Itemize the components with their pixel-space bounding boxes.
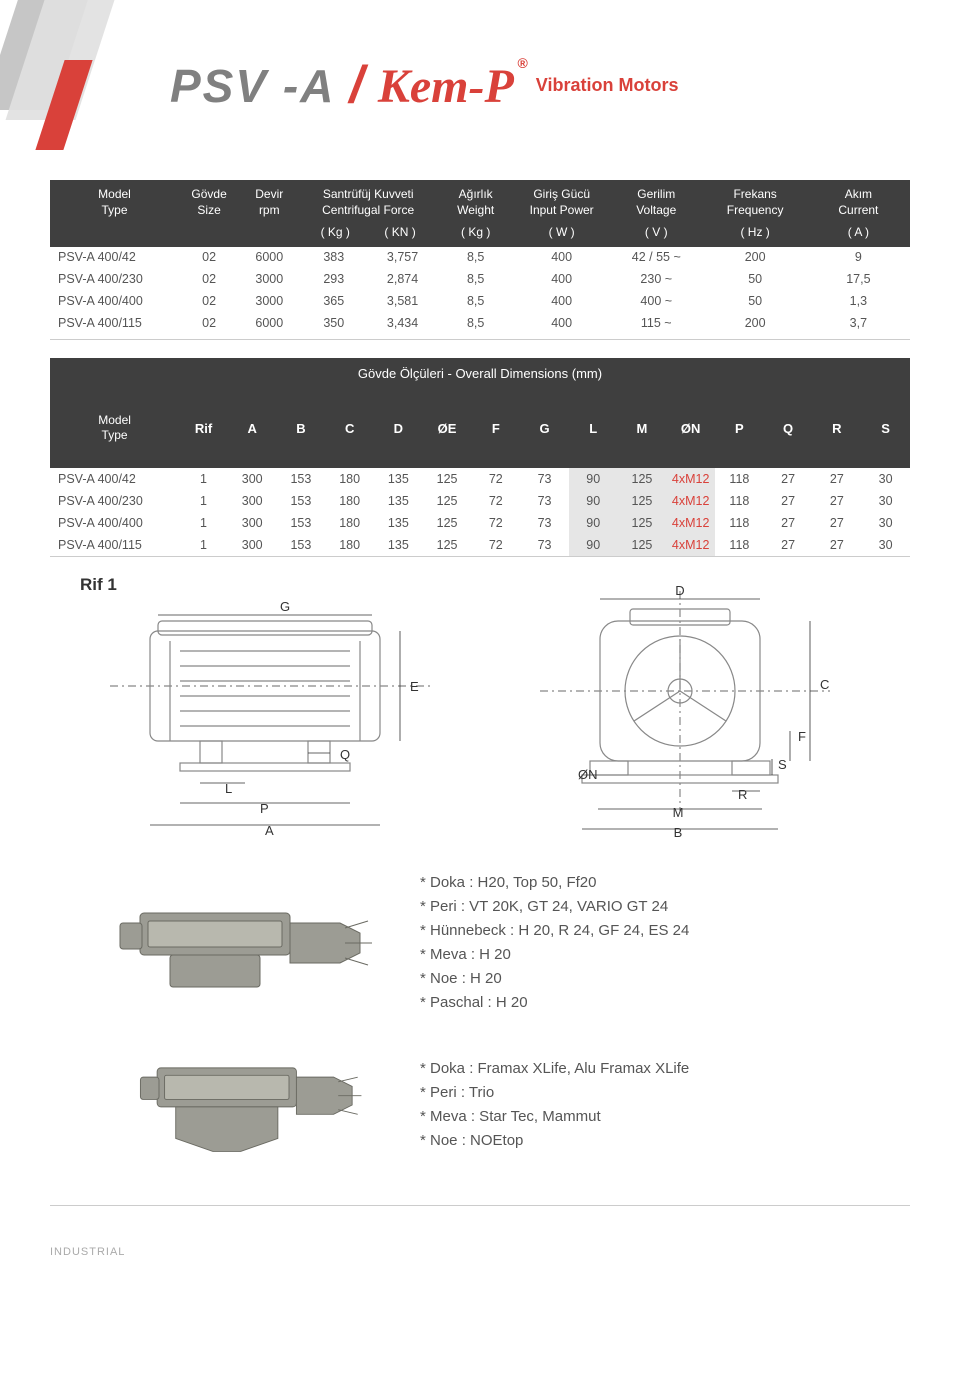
compat-line: * Noe : NOEtop bbox=[420, 1129, 689, 1153]
compat-block-1: * Doka : H20, Top 50, Ff20* Peri : VT 20… bbox=[50, 871, 910, 1015]
product-photo-1 bbox=[110, 873, 390, 1013]
table-row: PSV-A 400/2300230002932,8748,5400230 ~50… bbox=[50, 268, 910, 290]
th-current: AkımCurrent( A ) bbox=[807, 180, 910, 247]
th-model: ModelType bbox=[50, 180, 179, 247]
corner-decoration bbox=[0, 0, 160, 160]
footer-text: INDUSTRIAL bbox=[50, 1246, 910, 1258]
th-size: GövdeSize bbox=[179, 180, 239, 247]
th-weight: AğırlıkWeight( Kg ) bbox=[437, 180, 514, 247]
drawing-front-view: D C F S ØN R M B bbox=[500, 581, 880, 841]
th-freq: FrekansFrequency( Hz ) bbox=[704, 180, 807, 247]
compat-line: * Meva : Star Tec, Mammut bbox=[420, 1105, 689, 1129]
psva-logo: PSV -A bbox=[170, 59, 335, 113]
table-row: PSV-A 400/1150260003503,4348,5400115 ~20… bbox=[50, 312, 910, 334]
dim-R: R bbox=[738, 787, 747, 802]
table-row: PSV-A 400/11513001531801351257273901254x… bbox=[50, 534, 910, 556]
th-voltage: GerilimVoltage( V ) bbox=[609, 180, 704, 247]
compat-list-1: * Doka : H20, Top 50, Ff20* Peri : VT 20… bbox=[420, 871, 689, 1015]
compat-line: * Paschal : H 20 bbox=[420, 991, 689, 1015]
compat-line: * Peri : Trio bbox=[420, 1081, 689, 1105]
compat-line: * Doka : Framax XLife, Alu Framax XLife bbox=[420, 1057, 689, 1081]
table-row: PSV-A 400/420260003833,7578,540042 / 55 … bbox=[50, 247, 910, 268]
table-row: PSV-A 400/23013001531801351257273901254x… bbox=[50, 490, 910, 512]
th-rpm: Devirrpm bbox=[239, 180, 299, 247]
compat-block-2: * Doka : Framax XLife, Alu Framax XLife*… bbox=[50, 1035, 910, 1175]
technical-drawings: Rif 1 bbox=[50, 581, 910, 841]
compat-line: * Hünnebeck : H 20, R 24, GF 24, ES 24 bbox=[420, 919, 689, 943]
dim-G: G bbox=[280, 599, 290, 614]
dim-D: D bbox=[675, 583, 684, 598]
drawing-side-view: Rif 1 bbox=[80, 581, 460, 841]
slash-icon: / bbox=[349, 55, 363, 115]
compat-line: * Peri : VT 20K, GT 24, VARIO GT 24 bbox=[420, 895, 689, 919]
compat-line: * Noe : H 20 bbox=[420, 967, 689, 991]
th-power: Giriş GücüInput Power( W ) bbox=[514, 180, 609, 247]
table-row: PSV-A 400/4213001531801351257273901254xM… bbox=[50, 468, 910, 490]
table-row: PSV-A 400/4000230003653,5818,5400400 ~50… bbox=[50, 290, 910, 312]
dim-S: S bbox=[778, 757, 787, 772]
vibration-motors-label: Vibration Motors bbox=[536, 75, 679, 96]
th-force: Santrüfüj KuvvetiCentrifugal Force ( Kg … bbox=[299, 180, 437, 247]
compat-line: * Doka : H20, Top 50, Ff20 bbox=[420, 871, 689, 895]
dim-ON: ØN bbox=[578, 767, 598, 782]
dim-B: B bbox=[674, 825, 683, 840]
specs-table: ModelType GövdeSize Devirrpm Santrüfüj K… bbox=[50, 180, 910, 335]
product-photo-2 bbox=[110, 1035, 390, 1175]
dim-F: F bbox=[798, 729, 806, 744]
dim-Q: Q bbox=[340, 747, 350, 762]
dimensions-table: ModelTypeRifABCDØEFGLMØNPQRS PSV-A 400/4… bbox=[50, 389, 910, 556]
header: PSV -A / Kem-P® Vibration Motors bbox=[50, 20, 910, 160]
dimensions-band: Gövde Ölçüleri - Overall Dimensions (mm) bbox=[50, 358, 910, 389]
dim-M: M bbox=[673, 805, 684, 820]
table-row: PSV-A 400/40013001531801351257273901254x… bbox=[50, 512, 910, 534]
kemp-logo: Kem-P® bbox=[378, 59, 514, 114]
compat-list-2: * Doka : Framax XLife, Alu Framax XLife*… bbox=[420, 1057, 689, 1153]
compat-line: * Meva : H 20 bbox=[420, 943, 689, 967]
dim-E: E bbox=[410, 679, 419, 694]
dim-C: C bbox=[820, 677, 829, 692]
